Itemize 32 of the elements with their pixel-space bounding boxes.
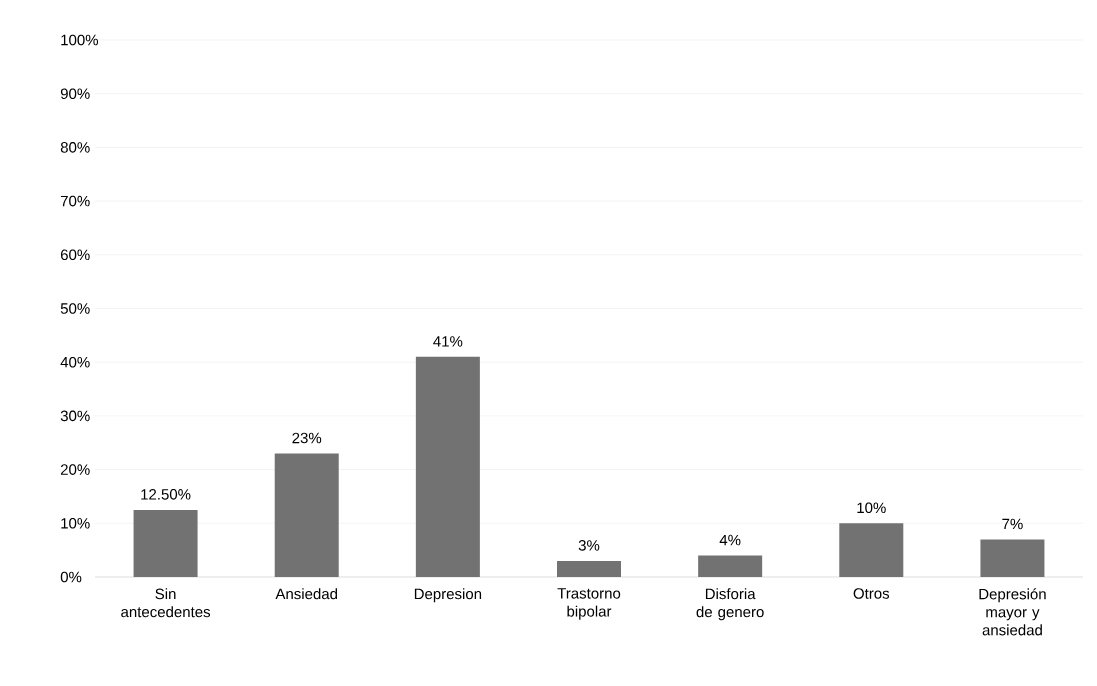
data-label: 10% bbox=[857, 502, 886, 514]
bar bbox=[698, 555, 763, 577]
data-label: 3% bbox=[578, 540, 600, 551]
bar bbox=[133, 509, 198, 577]
x-tick-label: Ansiedad bbox=[275, 588, 338, 600]
y-tick-label: 90% bbox=[60, 88, 90, 99]
data-label: 7% bbox=[1002, 518, 1023, 530]
data-label: 4% bbox=[719, 534, 741, 546]
y-tick-label: 60% bbox=[60, 249, 90, 261]
y-tick-label: 100% bbox=[61, 34, 99, 46]
y-tick-label: 30% bbox=[60, 410, 90, 422]
y-tick-label: 10% bbox=[61, 517, 90, 529]
y-tick-label: 0% bbox=[60, 571, 82, 583]
x-tick-label: Sin antecedentes bbox=[121, 588, 211, 618]
bar bbox=[557, 560, 622, 577]
x-tick-label: Otros bbox=[853, 588, 890, 599]
data-label: 41% bbox=[433, 336, 463, 347]
y-tick-label: 70% bbox=[60, 195, 90, 207]
data-label: 12.50% bbox=[141, 489, 191, 500]
x-tick-label: Trastorno bipolar bbox=[557, 588, 621, 620]
bar bbox=[415, 356, 480, 577]
x-tick-label: Depresion bbox=[414, 588, 482, 603]
bar bbox=[980, 539, 1045, 577]
y-tick-label: 20% bbox=[60, 464, 90, 475]
data-label: 23% bbox=[292, 432, 322, 444]
y-tick-label: 40% bbox=[60, 356, 90, 368]
bar bbox=[839, 523, 904, 577]
y-tick-label: 50% bbox=[60, 303, 90, 314]
y-tick-label: 80% bbox=[60, 142, 90, 153]
x-tick-label: Depresión mayor y ansiedad bbox=[979, 588, 1046, 636]
x-tick-label: Disforia de genero bbox=[696, 588, 764, 621]
bar bbox=[274, 453, 339, 577]
